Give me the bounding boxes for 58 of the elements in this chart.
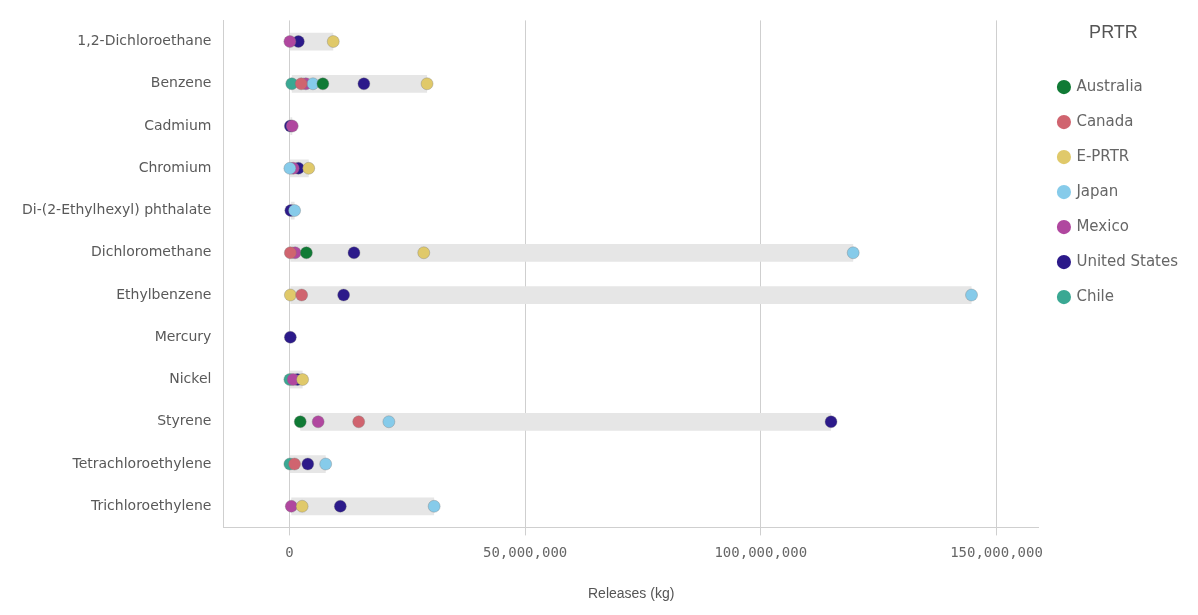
point [427,499,441,513]
y-tick-label: Di-(2-Ethylhexyl) phthalate [21,201,212,218]
point [337,288,351,302]
legend-label: Chile [1076,286,1114,305]
point [296,373,310,387]
y-tick-label: Cadmium [144,116,212,133]
legend-label: Mexico [1076,216,1129,235]
y-tick-label: Mercury [154,327,212,344]
legend-label: Australia [1076,76,1143,95]
y-tick-label: Nickel [169,370,212,387]
point [283,35,297,49]
y-tick-label: Trichloroethylene [89,496,212,513]
point [357,77,371,91]
y-tick-label: Tetrachloroethylene [71,454,212,471]
y-tick-label: 1,2-Dichloroethane [77,32,212,49]
x-axis-title: Releases (kg) [587,585,675,602]
point [299,246,313,260]
point [824,415,838,429]
point [846,246,860,260]
point [295,499,309,513]
x-tick-label: 100,000,000 [714,544,808,561]
point [293,415,307,429]
point [311,415,325,429]
legend-label: Canada [1076,111,1134,130]
point [316,77,330,91]
y-tick-label: Styrene [157,412,212,429]
y-tick-label: Ethylbenzene [116,285,212,302]
point [382,415,396,429]
bar [290,286,972,304]
legend-label: Japan [1075,181,1119,200]
x-tick-label: 150,000,000 [950,544,1043,561]
y-tick-label: Benzene [150,74,212,91]
point [288,457,302,471]
y-tick-label: Dichloromethane [91,243,212,260]
point [288,204,302,218]
legend-label: United States [1076,251,1179,270]
legend-title: PRTR [1089,21,1138,42]
point [420,77,434,91]
point [283,246,297,260]
point [347,246,361,260]
x-tick-label: 0 [285,544,294,561]
point [283,288,297,302]
point [284,499,298,513]
legend-label: E-PRTR [1076,146,1130,165]
point [417,246,431,260]
y-tick-label: Chromium [138,158,212,175]
bar [290,243,854,262]
point [295,288,309,302]
point [333,499,347,513]
x-tick-label: 50,000,000 [482,544,568,561]
point [965,288,979,302]
point [283,330,297,344]
point [352,415,366,429]
point [294,77,308,91]
point [319,457,333,471]
bar [300,412,832,431]
point [302,161,316,175]
point [326,35,340,49]
